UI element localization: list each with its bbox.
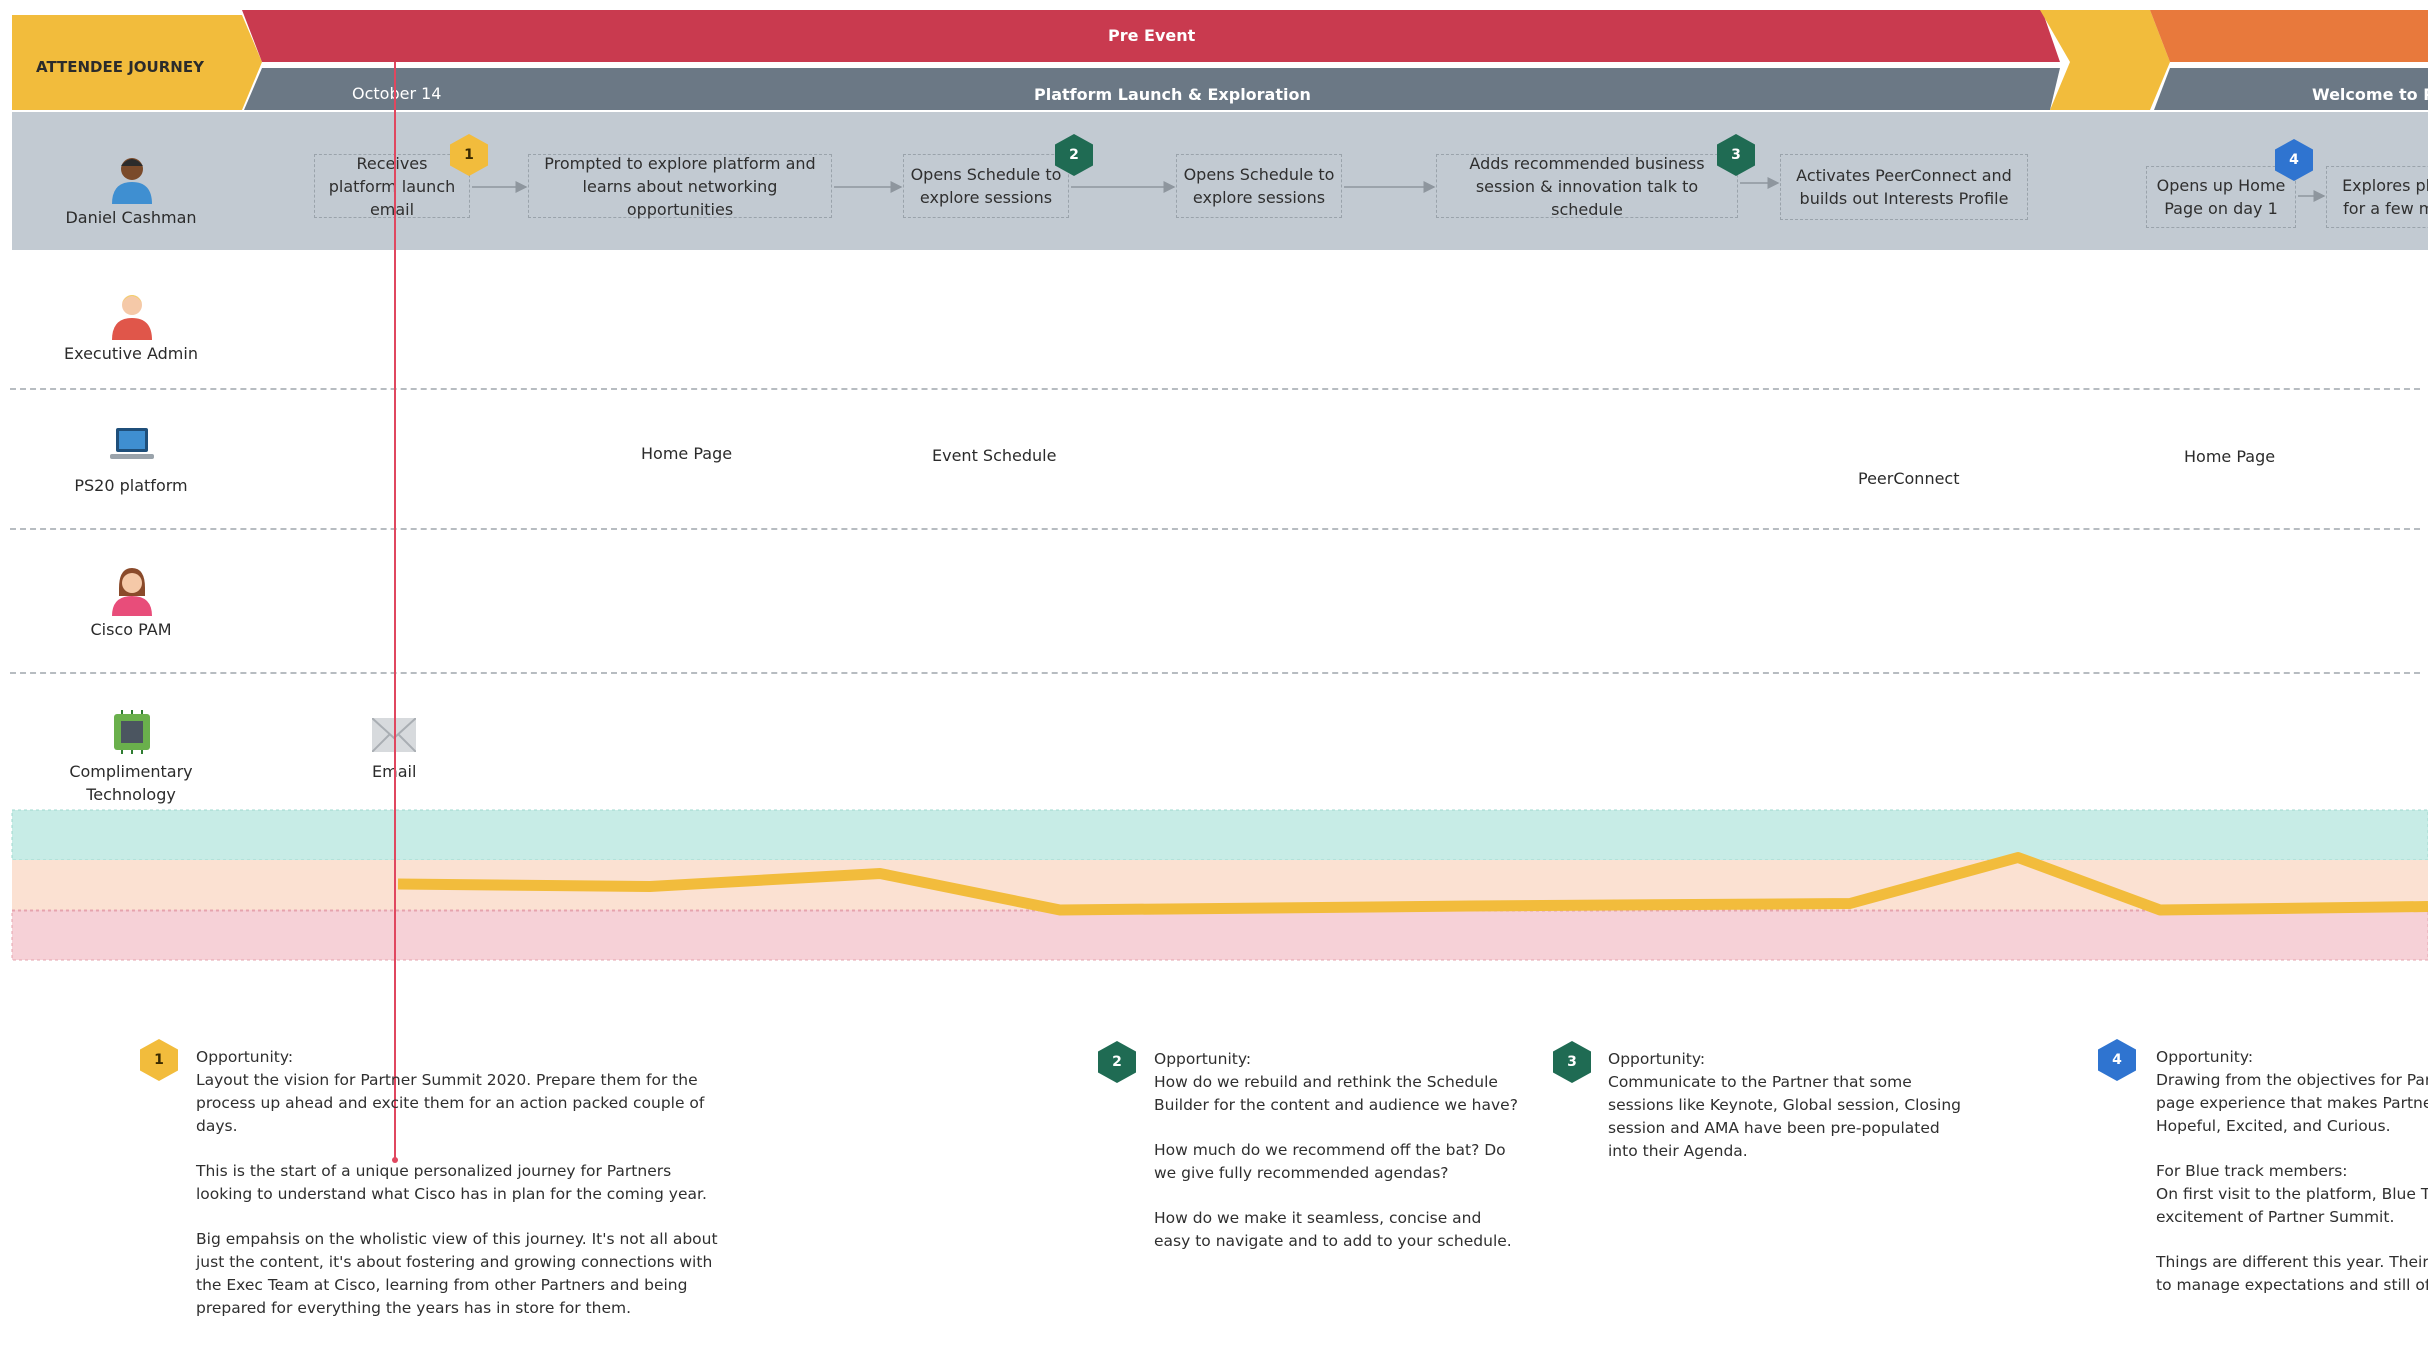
actor-executive-admin: Executive Admin (46, 286, 216, 366)
actor-daniel: Daniel Cashman (46, 150, 216, 230)
opportunity-title: Opportunity: (2156, 1048, 2254, 1066)
opportunity-title: Opportunity: (1154, 1050, 1252, 1068)
step-badge-2: 2 (1051, 132, 1097, 178)
opportunity-paragraph: How do we rebuild and rethink the Schedu… (1154, 1073, 1518, 1114)
opportunity-badge-3: 3 (1549, 1039, 1595, 1085)
opportunity-paragraph: This is the start of a unique personaliz… (196, 1162, 707, 1203)
phase-title: Pre Event (1108, 26, 1196, 45)
step-connectors (472, 177, 2326, 202)
opportunity-title: Opportunity: (196, 1048, 294, 1066)
opportunity-2: Opportunity: How do we rebuild and rethi… (1154, 1048, 1554, 1275)
opportunity-3: Opportunity: Communicate to the Partner … (1608, 1048, 2008, 1185)
touchpoint-home-page: Home Page (641, 444, 733, 463)
actor-ps20-platform: PS20 platform (46, 420, 216, 500)
actor-label: Cisco PAM (90, 620, 172, 639)
chip-icon (114, 710, 150, 754)
person-icon (112, 158, 152, 204)
step-card[interactable]: Opens up Home Page on day 1 (2146, 166, 2296, 228)
next-phase-bar (2150, 10, 2428, 62)
step-card[interactable]: Activates PeerConnect and builds out Int… (1780, 154, 2028, 220)
step-card[interactable]: Explores pla for a few mi (2326, 166, 2428, 228)
phase-separator-chevron (2040, 10, 2170, 110)
laptop-icon (110, 428, 154, 459)
step-card[interactable]: Opens Schedule to explore sessions (1176, 154, 1342, 218)
opportunity-badge-2: 2 (1094, 1039, 1140, 1085)
header-bars (12, 10, 2428, 250)
touchpoint-peerconnect: PeerConnect (1858, 469, 1960, 488)
journey-label: ATTENDEE JOURNEY (36, 58, 204, 76)
opportunity-paragraph: How do we make it seamless, concise and e… (1154, 1209, 1512, 1250)
emotion-band-positive (11, 809, 2428, 861)
opportunity-title: Opportunity: (1608, 1050, 1706, 1068)
opportunity-paragraph: Layout the vision for Partner Summit 202… (196, 1071, 705, 1135)
actor-label: Executive Admin (64, 344, 198, 363)
actor-label: Daniel Cashman (65, 208, 197, 227)
lane-divider (10, 528, 2420, 530)
lane-divider (10, 672, 2420, 674)
person-icon (112, 295, 152, 340)
touchpoint-event-schedule: Event Schedule (932, 446, 1057, 465)
emotion-band-negative (11, 909, 2428, 961)
opportunity-1: Opportunity: Layout the vision for Partn… (196, 1046, 756, 1342)
opportunity-paragraph: How much do we recommend off the bat? Do… (1154, 1141, 1506, 1182)
emotion-line (397, 852, 2428, 916)
stage-bar (244, 68, 2060, 110)
next-stage-title: Welcome to Pa (2312, 85, 2428, 104)
step-card[interactable]: Opens Schedule to explore sessions (903, 154, 1069, 218)
step-badge-3: 3 (1713, 132, 1759, 178)
pre-event-bar (242, 10, 2060, 62)
actor-complimentary-technology: Complimentary Technology (46, 706, 216, 806)
stage-title: Platform Launch & Exploration (1034, 85, 1311, 104)
date-label: October 14 (352, 84, 442, 103)
step-badge-1: 1 (446, 132, 492, 178)
actor-label: PS20 platform (74, 476, 188, 495)
emotion-chart (11, 809, 2428, 961)
touchpoint-home-page: Home Page (2184, 447, 2276, 466)
journey-label-bar (12, 15, 262, 110)
next-stage-bar (2154, 68, 2428, 110)
timeline-marker (392, 62, 398, 1163)
person-icon (112, 568, 152, 616)
step-card[interactable]: Prompted to explore platform and learns … (528, 154, 832, 219)
opportunity-paragraph: Big empahsis on the wholistic view of th… (196, 1230, 718, 1317)
step-card[interactable]: Adds recommended business session & inno… (1436, 154, 1738, 219)
opportunity-paragraph: For Blue track members: On first visit to… (2156, 1162, 2428, 1226)
opportunity-4: Opportunity: Drawing from the objectives… (2156, 1046, 2428, 1319)
opportunity-badge-4: 4 (2094, 1037, 2140, 1083)
lane-band (12, 112, 2428, 250)
actor-label: Complimentary Technology (69, 762, 193, 804)
opportunity-paragraph: Communicate to the Partner that some sess… (1608, 1073, 1962, 1160)
opportunity-paragraph: Drawing from the objectives for Part page… (2156, 1071, 2428, 1135)
emotion-band-neutral (12, 860, 2428, 910)
step-badge-4: 4 (2271, 137, 2317, 183)
step-card[interactable]: Receives platform launch email (314, 154, 470, 219)
actor-cisco-pam: Cisco PAM (46, 564, 216, 644)
opportunity-badge-1: 1 (136, 1037, 182, 1083)
lane-divider (10, 388, 2420, 390)
